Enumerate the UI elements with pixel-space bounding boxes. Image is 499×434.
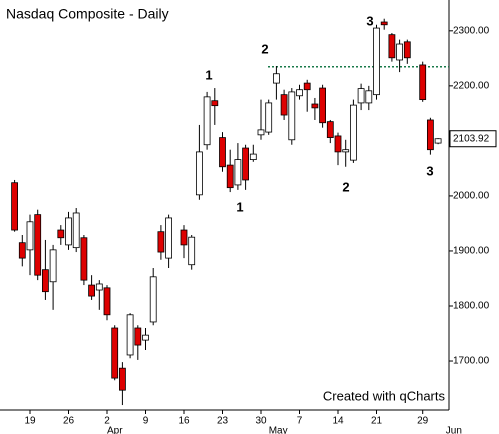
candle-body: [265, 102, 273, 133]
candle-body: [288, 91, 296, 141]
candle-body: [396, 43, 404, 61]
candle-body: [334, 135, 342, 153]
x-tick-label: 21: [371, 416, 383, 427]
candle-body: [111, 327, 119, 379]
candle-body: [249, 153, 257, 160]
candle-body: [18, 242, 26, 259]
y-tick-label: 1900.00: [453, 246, 490, 257]
candle-body: [165, 217, 173, 259]
x-tick-label: 19: [24, 416, 36, 427]
annotation: 2: [261, 41, 268, 56]
y-tick-label: 2000.00: [453, 191, 490, 202]
x-tick-label: 16: [178, 416, 190, 427]
candle-body: [65, 217, 72, 246]
x-tick-label: 30: [255, 416, 267, 427]
candle-body: [226, 164, 234, 189]
candle-body: [72, 212, 80, 249]
candle-body: [403, 41, 411, 59]
candle-body: [280, 94, 288, 116]
candle-body: [234, 159, 242, 186]
candle-body: [373, 27, 380, 96]
candle-body: [326, 121, 334, 138]
candle-body: [380, 21, 388, 26]
month-label: May: [269, 426, 288, 434]
candle-body: [42, 269, 49, 293]
candle-body: [219, 137, 226, 168]
candle-body: [296, 89, 303, 97]
candle-body: [126, 314, 134, 356]
candle-body: [11, 182, 19, 231]
candle-body: [357, 88, 365, 104]
annotation: 2: [342, 179, 349, 194]
candle-body: [88, 284, 95, 297]
candle-body: [95, 283, 103, 291]
candle-body: [103, 287, 111, 316]
candle-body: [180, 229, 188, 246]
month-label: Apr: [107, 426, 123, 434]
last-price-label: 2103.92: [453, 133, 490, 144]
chart-title: Nasdaq Composite - Daily: [6, 6, 169, 22]
candle-body: [311, 103, 319, 109]
x-tick-label: 26: [63, 416, 75, 427]
candle-body: [303, 82, 311, 91]
candle-body: [157, 231, 165, 253]
x-tick-label: 29: [417, 416, 429, 427]
candle-body: [49, 249, 57, 283]
candle-body: [119, 367, 126, 391]
annotation: 3: [426, 163, 433, 178]
candle-body: [203, 96, 211, 146]
candle-body: [257, 129, 265, 136]
candle-body: [272, 73, 280, 84]
candle-body: [434, 138, 442, 144]
annotation: 1: [236, 199, 243, 214]
candle-body: [319, 87, 327, 124]
x-tick-label: 23: [217, 416, 229, 427]
candle-body: [388, 34, 396, 59]
candle-body: [26, 221, 34, 251]
candle-body: [365, 90, 373, 104]
candle-body: [188, 236, 196, 266]
credit: Created with qCharts: [323, 388, 446, 403]
month-label: Jun: [446, 426, 462, 434]
candle-body: [80, 237, 88, 281]
annotation: 1: [205, 67, 212, 82]
y-tick-label: 2300.00: [453, 25, 490, 36]
y-tick-label: 1700.00: [453, 356, 490, 367]
candle-body: [34, 214, 42, 276]
annotation: 3: [366, 13, 373, 28]
candle-body: [242, 147, 250, 181]
candle-body: [211, 100, 219, 107]
candle-body: [134, 327, 142, 346]
candle-body: [426, 119, 434, 151]
x-tick-label: 2: [104, 416, 110, 427]
candle-body: [419, 64, 427, 101]
candle-body: [57, 229, 65, 239]
y-tick-label: 1800.00: [453, 301, 490, 312]
x-tick-label: 7: [297, 416, 303, 427]
candle-body: [342, 149, 350, 153]
x-tick-label: 14: [332, 416, 344, 427]
candle-body: [349, 104, 357, 161]
candle-body: [149, 276, 157, 323]
x-tick-label: 9: [143, 416, 149, 427]
y-tick-label: 2200.00: [453, 80, 490, 91]
last-price-box: [449, 130, 497, 148]
candle-body: [142, 334, 149, 341]
candle-body: [195, 151, 203, 196]
